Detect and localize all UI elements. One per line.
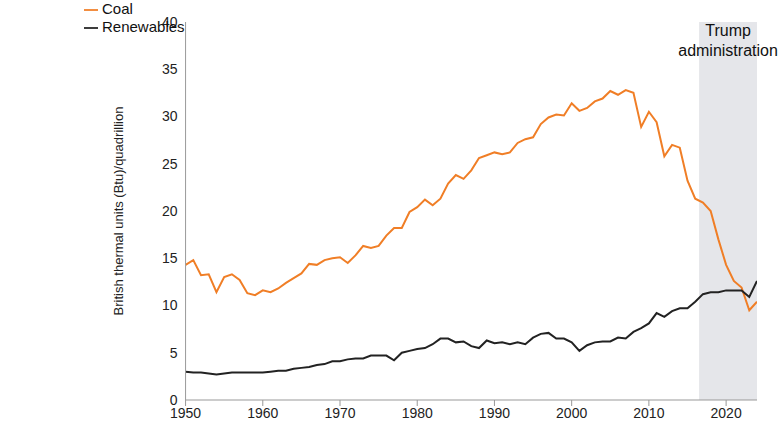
svg-text:2020: 2020 xyxy=(711,405,742,421)
svg-text:1960: 1960 xyxy=(247,405,278,421)
svg-text:1980: 1980 xyxy=(402,405,433,421)
svg-text:1970: 1970 xyxy=(324,405,355,421)
svg-text:2010: 2010 xyxy=(633,405,664,421)
svg-text:40: 40 xyxy=(162,14,178,30)
svg-text:Trumpadministration: Trumpadministration xyxy=(678,22,770,59)
svg-text:5: 5 xyxy=(170,345,178,361)
svg-text:15: 15 xyxy=(162,250,178,266)
svg-text:35: 35 xyxy=(162,61,178,77)
svg-text:10: 10 xyxy=(162,297,178,313)
svg-text:2000: 2000 xyxy=(556,405,587,421)
svg-text:1990: 1990 xyxy=(479,405,510,421)
svg-text:British thermal units (Btu)/qu: British thermal units (Btu)/quadrillion xyxy=(111,107,126,316)
svg-text:0: 0 xyxy=(170,392,178,408)
svg-text:30: 30 xyxy=(162,108,178,124)
svg-text:20: 20 xyxy=(162,203,178,219)
svg-text:25: 25 xyxy=(162,156,178,172)
